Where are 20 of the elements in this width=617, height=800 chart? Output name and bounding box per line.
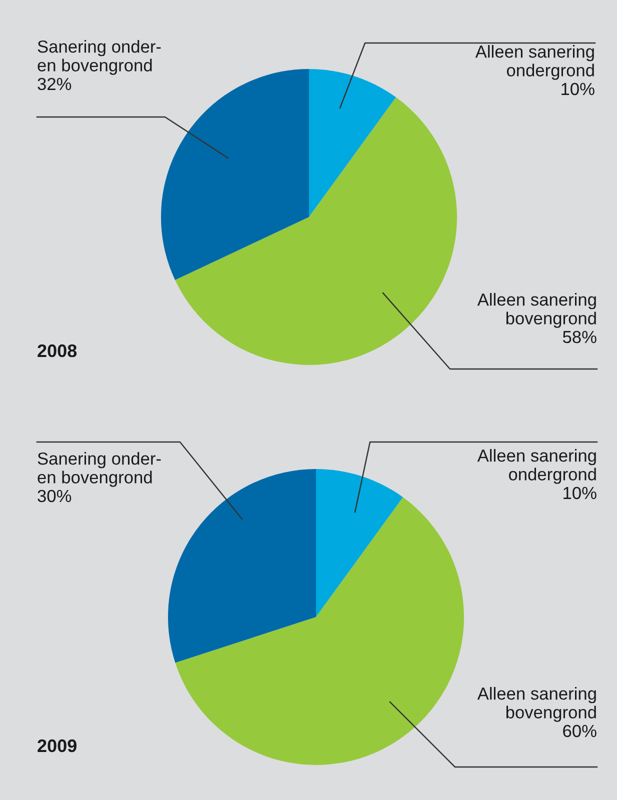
pie-slice bbox=[161, 69, 309, 280]
slice-label: Alleen sanering bovengrond bbox=[477, 687, 596, 722]
slice-label: Alleen sanering bovengrond bbox=[477, 293, 596, 328]
pie-slice bbox=[309, 69, 396, 217]
data-label: 10% bbox=[562, 82, 594, 96]
slice-label: Sanering onder- en bovengrond bbox=[38, 452, 161, 487]
text: 2009 bbox=[38, 739, 76, 752]
pie-slice bbox=[175, 97, 457, 365]
slice-label: Sanering onder- en bovengrond bbox=[38, 40, 161, 75]
data-label: 32% bbox=[38, 78, 72, 90]
pie-slice bbox=[168, 469, 316, 663]
data-label: 58% bbox=[562, 330, 596, 344]
pie-slice bbox=[175, 497, 464, 765]
slice-label: Alleen sanering ondergrond bbox=[475, 45, 594, 80]
data-label: 30% bbox=[38, 490, 72, 502]
data-label: 60% bbox=[563, 724, 596, 738]
text: 2008 bbox=[38, 344, 77, 358]
pie-slice bbox=[316, 469, 403, 617]
data-label: 10% bbox=[564, 486, 596, 500]
slice-label: Alleen sanering ondergrond bbox=[477, 449, 596, 484]
